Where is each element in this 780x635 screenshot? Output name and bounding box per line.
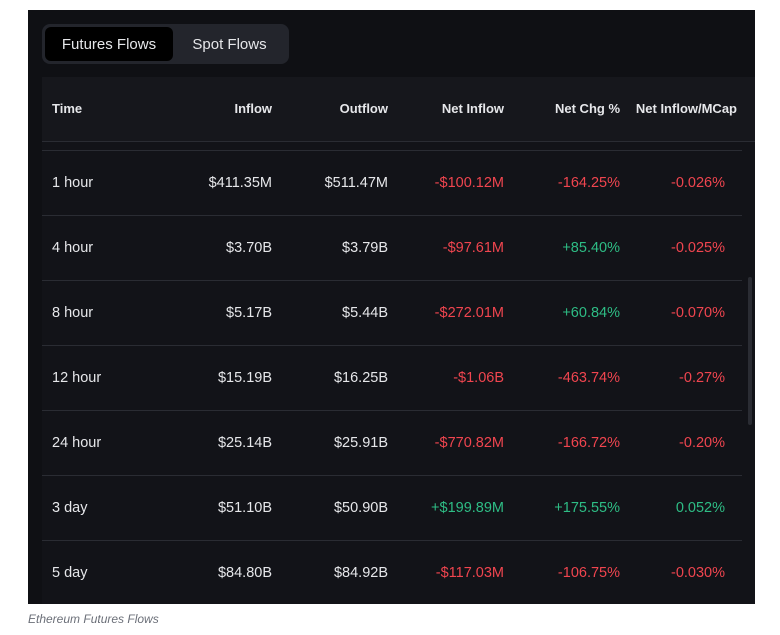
cell-net-inflow: -$1.06B bbox=[453, 370, 504, 386]
cell-time: 24 hour bbox=[52, 435, 102, 451]
cell-net-chg: -106.75% bbox=[557, 565, 620, 581]
table-row: 4 hour $3.70B $3.79B -$97.61M +85.40% -0.025% bbox=[42, 216, 742, 281]
cell-time: 3 day bbox=[52, 500, 88, 516]
flow-type-tabs: Futures Flows Spot Flows bbox=[42, 24, 289, 64]
table-row: 5 day $84.80B $84.92B -$117.03M -106.75% -0.0… bbox=[42, 541, 742, 604]
cell-net-chg: +85.40% bbox=[562, 240, 620, 256]
column-header-inflow[interactable]: Inflow bbox=[234, 101, 272, 116]
table-row: 3 day $51.10B $50.90B +$199.89M +175.55% 0.05… bbox=[42, 476, 742, 541]
cell-time: 4 hour bbox=[52, 240, 94, 256]
tab-futures-flows[interactable]: Futures Flows bbox=[45, 27, 173, 61]
cell-net-chg: -164.25% bbox=[557, 175, 620, 191]
flows-panel: Futures Flows Spot Flows Time Inflow Out… bbox=[28, 10, 755, 604]
cell-net-chg: -463.74% bbox=[557, 370, 620, 386]
cell-net-chg: +60.84% bbox=[562, 305, 620, 321]
cell-outflow: $84.92B bbox=[333, 565, 388, 581]
table-body: 1 hour $411.35M $511.47M -$100.12M -164.25% -… bbox=[42, 150, 742, 604]
cell-inflow: $3.70B bbox=[226, 240, 272, 256]
cell-outflow: $511.47M bbox=[324, 175, 388, 191]
cell-outflow: $5.44B bbox=[342, 305, 388, 321]
cell-inflow: $51.10B bbox=[217, 500, 272, 516]
table-row: 12 hour $15.19B $16.25B -$1.06B -463.74% -0.2… bbox=[42, 346, 742, 411]
cell-net-inflow: -$97.61M bbox=[442, 240, 504, 256]
column-header-outflow[interactable]: Outflow bbox=[339, 101, 388, 116]
cell-inflow: $5.17B bbox=[226, 305, 272, 321]
cell-net-chg: +175.55% bbox=[554, 500, 620, 516]
cell-net-inflow-mcap: -0.030% bbox=[670, 565, 725, 581]
cell-outflow: $16.25B bbox=[333, 370, 388, 386]
cell-time: 1 hour bbox=[52, 175, 94, 191]
flows-table: Time Inflow Outflow Net Inflow Net Chg %… bbox=[42, 77, 755, 604]
cell-net-inflow-mcap: -0.026% bbox=[670, 175, 725, 191]
cell-outflow: $3.79B bbox=[342, 240, 388, 256]
cell-time: 8 hour bbox=[52, 305, 94, 321]
cell-time: 12 hour bbox=[52, 370, 102, 386]
cell-outflow: $25.91B bbox=[333, 435, 388, 451]
cell-net-inflow-mcap: -0.27% bbox=[679, 370, 725, 386]
column-header-net-inflow[interactable]: Net Inflow bbox=[441, 101, 504, 116]
cell-net-inflow-mcap: -0.070% bbox=[670, 305, 725, 321]
cell-net-inflow: +$199.89M bbox=[431, 500, 504, 516]
column-header-net-inflow-mcap[interactable]: Net Inflow/MCap bbox=[635, 101, 737, 116]
table-scrollbar[interactable] bbox=[748, 277, 752, 425]
cell-inflow: $411.35M bbox=[208, 175, 272, 191]
cell-net-inflow-mcap: -0.025% bbox=[670, 240, 725, 256]
column-header-net-chg[interactable]: Net Chg % bbox=[555, 101, 620, 116]
column-header-time[interactable]: Time bbox=[52, 101, 83, 116]
cell-inflow: $84.80B bbox=[217, 565, 272, 581]
tab-spot-flows[interactable]: Spot Flows bbox=[192, 35, 267, 53]
cell-inflow: $15.19B bbox=[217, 370, 272, 386]
table-row: 24 hour $25.14B $25.91B -$770.82M -166.72% -0… bbox=[42, 411, 742, 476]
cell-time: 5 day bbox=[52, 565, 88, 581]
table-header: Time Inflow Outflow Net Inflow Net Chg %… bbox=[42, 77, 755, 142]
cell-outflow: $50.90B bbox=[333, 500, 388, 516]
cell-net-chg: -166.72% bbox=[557, 435, 620, 451]
cell-inflow: $25.14B bbox=[217, 435, 272, 451]
table-row: 1 hour $411.35M $511.47M -$100.12M -164.25% -… bbox=[42, 150, 742, 216]
cell-net-inflow: -$100.12M bbox=[434, 175, 504, 191]
cell-net-inflow: -$770.82M bbox=[434, 435, 504, 451]
image-caption: Ethereum Futures Flows bbox=[28, 612, 159, 626]
cell-net-inflow: -$117.03M bbox=[435, 565, 504, 581]
cell-net-inflow-mcap: 0.052% bbox=[675, 500, 725, 516]
cell-net-inflow-mcap: -0.20% bbox=[679, 435, 725, 451]
table-row: 8 hour $5.17B $5.44B -$272.01M +60.84% -0.070… bbox=[42, 281, 742, 346]
cell-net-inflow: -$272.01M bbox=[434, 305, 504, 321]
